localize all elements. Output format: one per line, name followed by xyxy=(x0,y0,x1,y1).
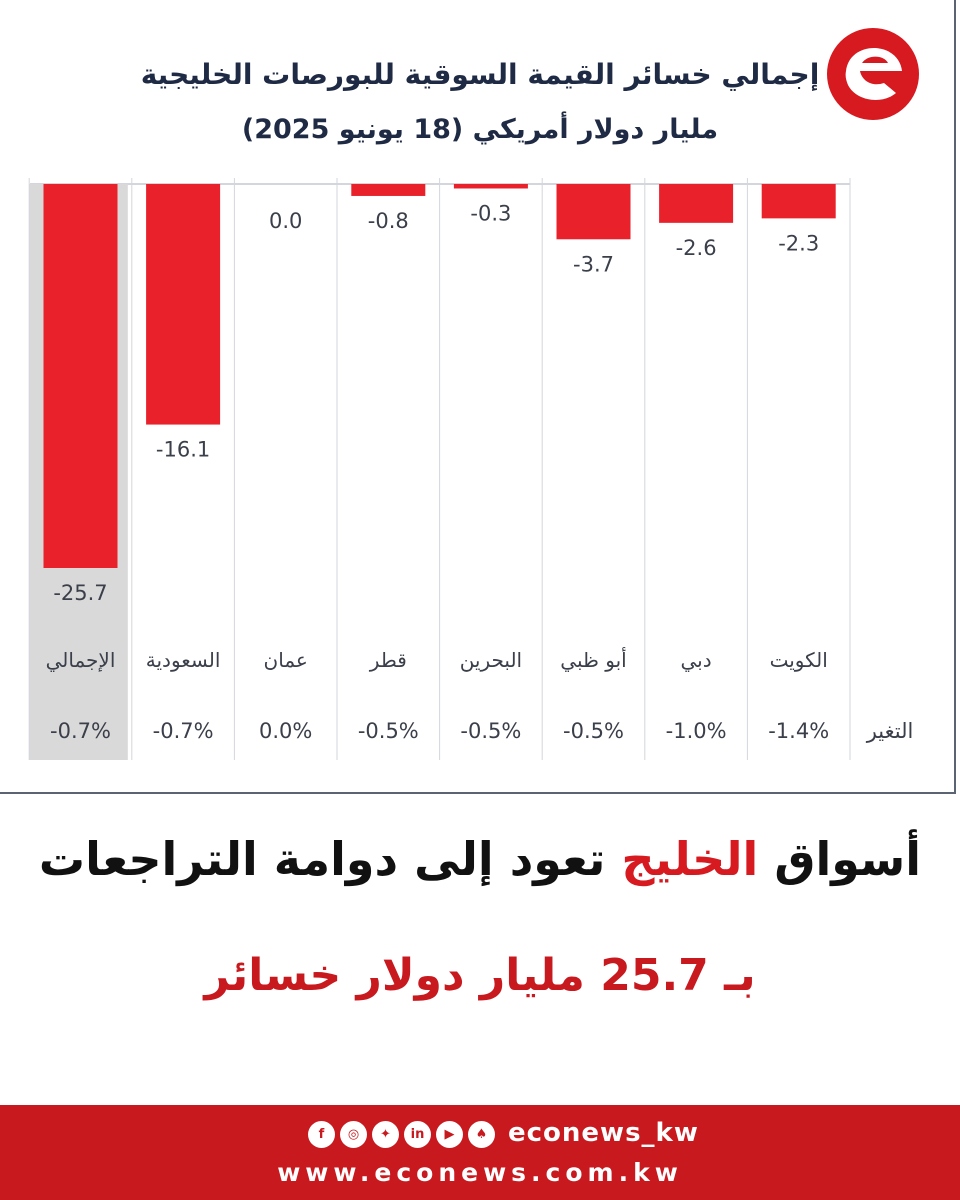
headline-subline: بـ 25.7 مليار دولار خسائر xyxy=(204,950,756,1001)
category-label: البحرين xyxy=(460,648,522,672)
bar xyxy=(556,184,631,240)
snapchat-icon[interactable]: ♠ xyxy=(468,1120,495,1148)
bar xyxy=(146,184,221,425)
chart-subtitle: مليار دولار أمريكي (18 يونيو 2025) xyxy=(241,114,719,145)
chart-title: إجمالي خسائر القيمة السوقية للبورصات الخ… xyxy=(140,58,820,91)
footer-bar: f ◎ ✦ in ▶ ♠ econews_kw www.econews.com.… xyxy=(0,1105,960,1200)
instagram-icon[interactable]: ◎ xyxy=(340,1120,367,1148)
change-label: 0.0% xyxy=(259,719,312,743)
linkedin-icon[interactable]: in xyxy=(404,1120,431,1148)
youtube-icon[interactable]: ▶ xyxy=(436,1120,463,1148)
econews-logo xyxy=(827,28,919,120)
change-label: -0.7% xyxy=(50,719,111,743)
headline-part1: أسواق xyxy=(774,832,922,886)
category-label: دبي xyxy=(681,648,712,673)
change-label: -0.5% xyxy=(460,719,521,743)
headline: أسواق الخليج تعود إلى دوامة التراجعات xyxy=(0,832,960,886)
value-label: -16.1 xyxy=(156,438,210,462)
bar xyxy=(351,184,426,196)
category-label: عمان xyxy=(264,648,308,672)
headline-accent: الخليج xyxy=(621,832,759,886)
category-label: الإجمالي xyxy=(46,648,116,673)
category-label: قطر xyxy=(369,648,407,672)
facebook-icon[interactable]: f xyxy=(308,1120,335,1148)
value-label: 0.0 xyxy=(269,209,302,233)
value-label: -3.7 xyxy=(573,252,614,276)
footer-url[interactable]: www.econews.com.kw xyxy=(277,1158,683,1187)
value-label: -0.8 xyxy=(368,209,409,233)
change-label: -0.5% xyxy=(563,719,624,743)
value-label: -0.3 xyxy=(470,201,511,225)
bar xyxy=(761,184,836,219)
bar xyxy=(43,184,118,568)
bar xyxy=(659,184,734,223)
twitter-icon[interactable]: ✦ xyxy=(372,1120,399,1148)
change-label: -0.5% xyxy=(358,719,419,743)
value-label: -2.6 xyxy=(676,236,717,260)
category-label: السعودية xyxy=(146,648,221,672)
social-icons: f ◎ ✦ in ▶ ♠ xyxy=(308,1119,495,1149)
category-label: أبو ظبي xyxy=(560,647,626,673)
bar xyxy=(453,184,528,189)
value-label: -2.3 xyxy=(778,231,819,255)
change-row-label: التغير xyxy=(866,719,914,743)
value-label: -25.7 xyxy=(53,581,107,605)
footer-handle[interactable]: econews_kw xyxy=(508,1118,699,1148)
category-label: الكويت xyxy=(770,648,828,672)
change-label: -1.4% xyxy=(768,719,829,743)
change-label: -1.0% xyxy=(666,719,727,743)
change-label: -0.7% xyxy=(153,719,214,743)
bar-chart: -2.3 الكويت -1.4% -2.6 دبي -1.0% -3.7 أبو ظبي -0… xyxy=(28,178,914,760)
headline-part2: تعود إلى دوامة التراجعات xyxy=(38,832,606,886)
